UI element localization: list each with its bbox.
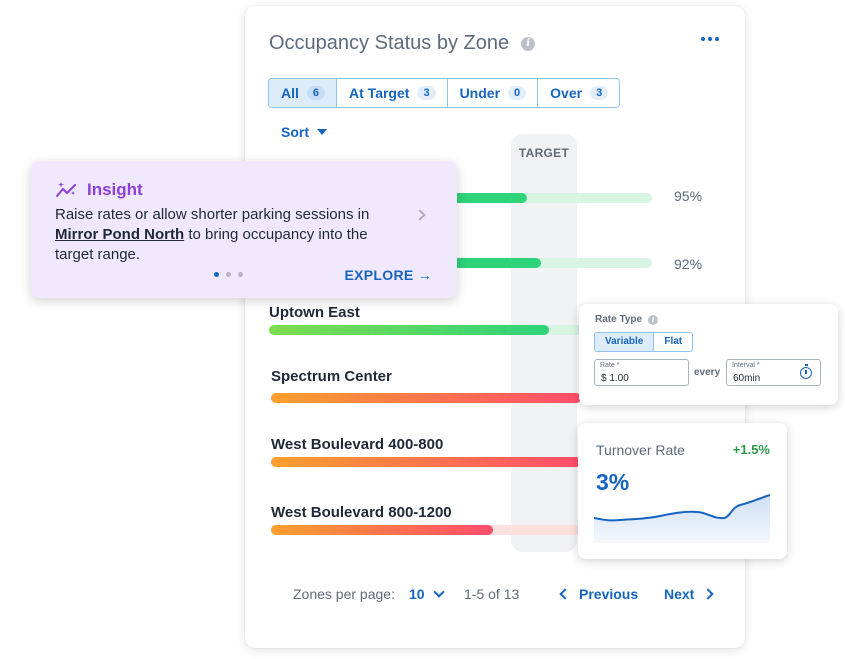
insight-card: Insight Raise rates or allow shorter par…	[31, 161, 457, 298]
zone-track	[271, 393, 654, 403]
zone-fill	[269, 325, 549, 335]
insight-zone-link[interactable]: Mirror Pond North	[55, 226, 185, 243]
filter-count: 3	[590, 86, 609, 100]
filter-count: 0	[508, 86, 527, 100]
card-title-text: Occupancy Status by Zone	[269, 32, 510, 54]
per-page-select[interactable]: 10	[409, 586, 445, 602]
chevron-right-icon[interactable]	[414, 209, 426, 221]
previous-label: Previous	[579, 586, 639, 602]
interval-field[interactable]: Interval * 60min	[726, 359, 821, 386]
zone-track	[271, 525, 654, 535]
sort-label: Sort	[281, 124, 309, 140]
timer-icon[interactable]	[800, 364, 812, 379]
zone-percent: 95%	[674, 188, 703, 204]
info-icon[interactable]: i	[648, 314, 659, 325]
zone-percent: 92%	[674, 256, 703, 272]
zone-fill	[271, 457, 581, 467]
zone-fill	[271, 393, 581, 403]
caret-down-icon	[317, 129, 327, 135]
explore-button[interactable]: EXPLORE →	[344, 267, 432, 283]
zone-track	[271, 457, 654, 467]
zone-name: West Boulevard 400-800	[271, 436, 444, 453]
previous-button[interactable]: Previous	[559, 586, 639, 602]
insight-title: Insight	[87, 180, 143, 199]
filter-count: 3	[417, 86, 436, 100]
carousel-dot[interactable]	[238, 272, 243, 277]
insight-text-before: Raise rates or allow shorter parking ses…	[55, 206, 370, 223]
turnover-card: Turnover Rate +1.5% 3%	[578, 423, 787, 559]
insight-header: Insight	[55, 180, 143, 200]
status-filter: All 6 At Target 3 Under 0 Over 3	[268, 78, 621, 108]
filter-all[interactable]: All 6	[269, 79, 338, 107]
target-label: TARGET	[518, 146, 570, 160]
turnover-sparkline	[594, 494, 771, 543]
rate-type-header: Rate Type i	[595, 314, 659, 325]
sparkle-trend-icon	[56, 182, 76, 197]
rate-field[interactable]: Rate * $ 1.00	[594, 359, 689, 386]
rate-type-variable[interactable]: Variable	[595, 333, 655, 351]
target-band: TARGET	[511, 134, 577, 552]
zone-name: West Boulevard 800-1200	[271, 504, 452, 521]
interval-field-value: 60min	[733, 373, 761, 384]
next-label: Next	[664, 586, 695, 602]
carousel-dot[interactable]	[214, 272, 219, 277]
filter-over[interactable]: Over 3	[538, 79, 620, 107]
chevron-left-icon	[559, 588, 571, 600]
every-label: every	[694, 367, 721, 378]
card-title: Occupancy Status by Zone i	[269, 32, 536, 55]
zone-name: Spectrum Center	[271, 368, 392, 385]
per-page-value: 10	[409, 586, 425, 602]
filter-label: Under	[459, 85, 501, 101]
rate-type-label: Rate Type	[595, 314, 643, 325]
filter-label: At Target	[349, 85, 410, 101]
per-page-label: Zones per page:	[293, 586, 395, 602]
turnover-value: 3%	[596, 469, 630, 495]
page-range: 1-5 of 13	[464, 586, 520, 602]
turnover-delta: +1.5%	[732, 442, 770, 457]
insight-text: Raise rates or allow shorter parking ses…	[55, 205, 401, 265]
zone-name: Uptown East	[269, 304, 360, 321]
turnover-title: Turnover Rate	[596, 442, 685, 458]
next-button[interactable]: Next	[664, 586, 715, 602]
rate-field-label: Rate *	[600, 362, 620, 369]
more-options-icon[interactable]	[697, 33, 723, 45]
info-icon[interactable]: i	[521, 36, 536, 51]
rate-field-value: $ 1.00	[601, 373, 629, 384]
chevron-down-icon	[432, 586, 445, 598]
carousel-dot[interactable]	[226, 272, 231, 277]
interval-field-label: Interval *	[732, 362, 760, 369]
zone-track	[269, 325, 652, 335]
rate-type-card: Rate Type i Variable Flat Rate * $ 1.00 …	[579, 304, 838, 405]
rate-type-flat[interactable]: Flat	[664, 336, 683, 347]
filter-label: Over	[550, 85, 583, 101]
sort-dropdown[interactable]: Sort	[281, 124, 327, 140]
filter-all-count: 6	[306, 86, 326, 100]
filter-under[interactable]: Under 0	[447, 79, 539, 107]
filter-all-label: All	[281, 85, 299, 101]
carousel-dots	[214, 272, 243, 277]
chevron-right-icon	[702, 588, 715, 600]
filter-at-target[interactable]: At Target 3	[337, 79, 448, 107]
zone-fill	[271, 525, 493, 535]
insight-text-after: to bring occupancy into the target range…	[55, 226, 368, 263]
rate-type-toggle: Variable Flat	[594, 332, 694, 352]
